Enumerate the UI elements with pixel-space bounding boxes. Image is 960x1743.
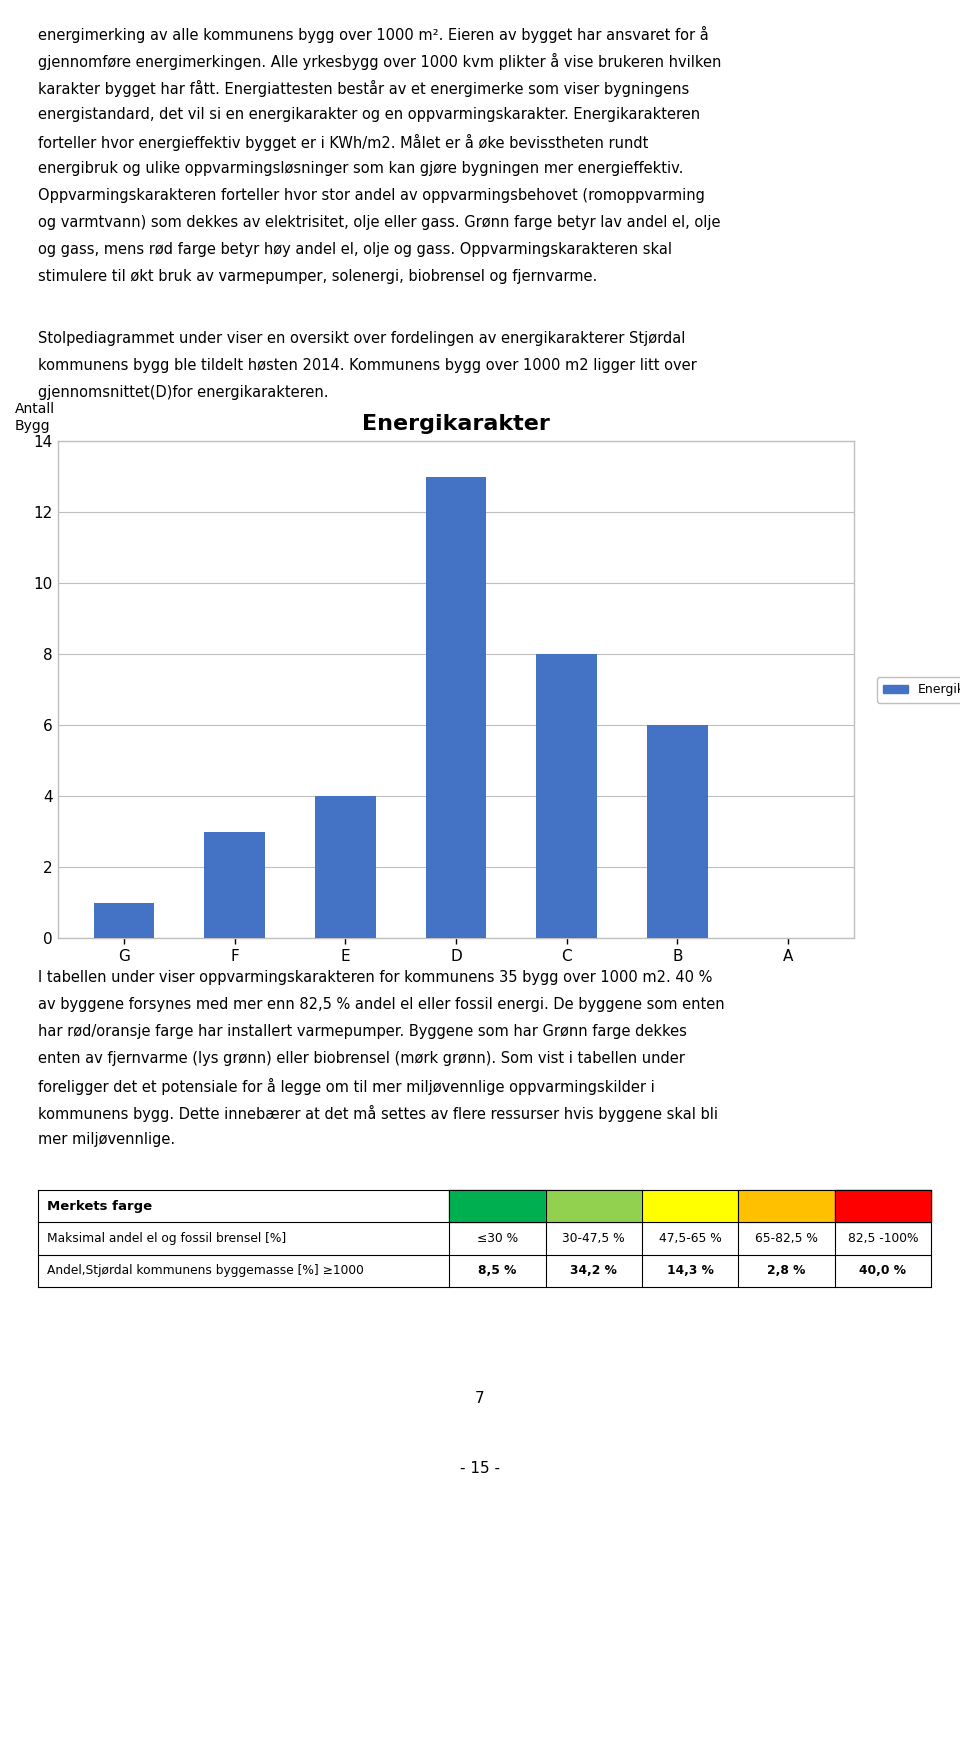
- Text: og gass, mens rød farge betyr høy andel el, olje og gass. Oppvarmingskarakteren : og gass, mens rød farge betyr høy andel …: [38, 242, 672, 258]
- Text: 65-82,5 %: 65-82,5 %: [756, 1232, 818, 1245]
- Text: 14,3 %: 14,3 %: [666, 1264, 713, 1278]
- Bar: [537, 654, 597, 938]
- Bar: [315, 797, 375, 938]
- Text: av byggene forsynes med mer enn 82,5 % andel el eller fossil energi. De byggene : av byggene forsynes med mer enn 82,5 % a…: [38, 997, 725, 1011]
- Text: foreligger det et potensiale for å legge om til mer miljøvennlige oppvarmingskil: foreligger det et potensiale for å legge…: [38, 1077, 655, 1095]
- Text: kommunens bygg ble tildelt høsten 2014. Kommunens bygg over 1000 m2 ligger litt : kommunens bygg ble tildelt høsten 2014. …: [38, 357, 697, 373]
- Text: Stolpediagrammet under viser en oversikt over fordelingen av energikarakterer St: Stolpediagrammet under viser en oversikt…: [38, 331, 685, 345]
- Text: mer miljøvennlige.: mer miljøvennlige.: [38, 1131, 176, 1147]
- Text: Andel,Stjørdal kommunens byggemasse [%] ≥1000: Andel,Stjørdal kommunens byggemasse [%] …: [47, 1264, 364, 1278]
- Bar: [647, 725, 708, 938]
- Text: kommunens bygg. Dette innebærer at det må settes av flere ressurser hvis byggene: kommunens bygg. Dette innebærer at det m…: [38, 1105, 718, 1122]
- Bar: [425, 478, 487, 938]
- Text: Merkets farge: Merkets farge: [47, 1199, 153, 1213]
- Text: - 15 -: - 15 -: [460, 1461, 500, 1476]
- Text: enten av fjernvarme (lys grønn) eller biobrensel (mørk grønn). Som vist i tabell: enten av fjernvarme (lys grønn) eller bi…: [38, 1051, 685, 1065]
- Text: 40,0 %: 40,0 %: [859, 1264, 906, 1278]
- Text: 2,8 %: 2,8 %: [767, 1264, 805, 1278]
- Text: energistandard, det vil si en energikarakter og en oppvarmingskarakter. Energika: energistandard, det vil si en energikara…: [38, 108, 701, 122]
- Text: energibruk og ulike oppvarmingsløsninger som kan gjøre bygningen mer energieffek: energibruk og ulike oppvarmingsløsninger…: [38, 160, 684, 176]
- Text: 7: 7: [475, 1391, 485, 1407]
- Text: 47,5-65 %: 47,5-65 %: [659, 1232, 722, 1245]
- Text: energimerking av alle kommunens bygg over 1000 m². Eieren av bygget har ansvaret: energimerking av alle kommunens bygg ove…: [38, 26, 709, 44]
- Text: stimulere til økt bruk av varmepumper, solenergi, biobrensel og fjernvarme.: stimulere til økt bruk av varmepumper, s…: [38, 268, 598, 284]
- Text: gjennomsnittet(D)for energikarakteren.: gjennomsnittet(D)for energikarakteren.: [38, 385, 329, 399]
- Title: Energikarakter: Energikarakter: [362, 415, 550, 434]
- Text: har rød/oransje farge har installert varmepumper. Byggene som har Grønn farge de: har rød/oransje farge har installert var…: [38, 1023, 687, 1039]
- Bar: [93, 903, 155, 938]
- Text: 30-47,5 %: 30-47,5 %: [563, 1232, 625, 1245]
- Text: og varmtvann) som dekkes av elektrisitet, olje eller gass. Grønn farge betyr lav: og varmtvann) som dekkes av elektrisitet…: [38, 214, 721, 230]
- Text: Oppvarmingskarakteren forteller hvor stor andel av oppvarmingsbehovet (romoppvar: Oppvarmingskarakteren forteller hvor sto…: [38, 188, 706, 204]
- Legend: Energikarakter: Energikarakter: [876, 676, 960, 702]
- Text: forteller hvor energieffektiv bygget er i KWh/m2. Målet er å øke bevisstheten ru: forteller hvor energieffektiv bygget er …: [38, 134, 649, 152]
- Text: ≤30 %: ≤30 %: [477, 1232, 517, 1245]
- Text: I tabellen under viser oppvarmingskarakteren for kommunens 35 bygg over 1000 m2.: I tabellen under viser oppvarmingskarakt…: [38, 969, 712, 985]
- Text: karakter bygget har fått. Energiattesten består av et energimerke som viser bygn: karakter bygget har fått. Energiattesten…: [38, 80, 689, 98]
- Text: 34,2 %: 34,2 %: [570, 1264, 617, 1278]
- Bar: [204, 831, 265, 938]
- Text: 82,5 -100%: 82,5 -100%: [848, 1232, 918, 1245]
- Text: Maksimal andel el og fossil brensel [%]: Maksimal andel el og fossil brensel [%]: [47, 1232, 287, 1245]
- Text: gjennomføre energimerkingen. Alle yrkesbygg over 1000 kvm plikter å vise brukere: gjennomføre energimerkingen. Alle yrkesb…: [38, 54, 722, 70]
- Text: 8,5 %: 8,5 %: [478, 1264, 516, 1278]
- Text: Antall
Bygg: Antall Bygg: [14, 403, 55, 432]
